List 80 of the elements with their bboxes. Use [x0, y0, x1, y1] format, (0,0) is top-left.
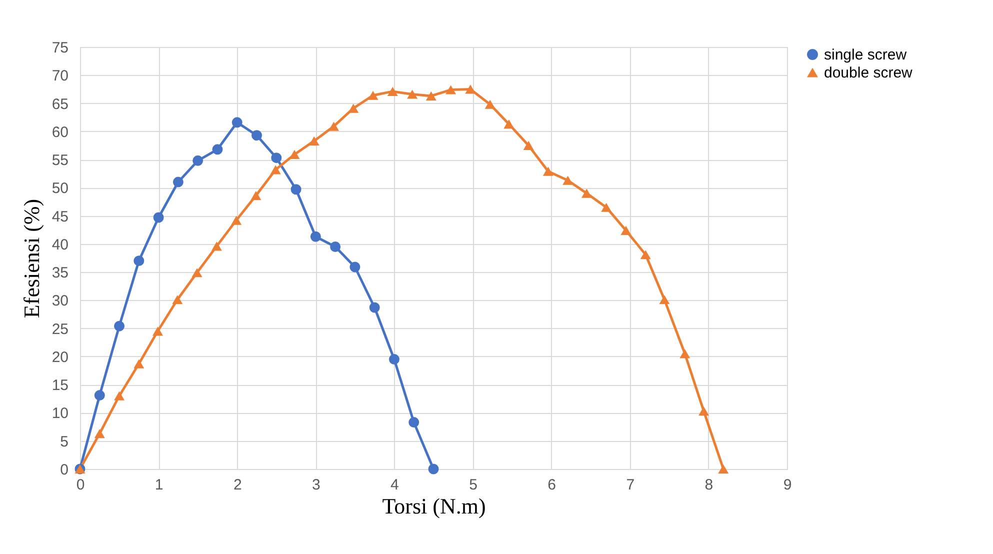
x-tick-label: 3	[312, 476, 320, 494]
y-tick-label: 15	[52, 377, 68, 394]
x-axis-title: Torsi (N.m)	[382, 494, 486, 518]
point	[252, 130, 262, 141]
x-tick-label: 6	[548, 476, 556, 494]
y-tick-label: 30	[52, 292, 68, 310]
point	[388, 354, 400, 365]
x-tick-label: 9	[783, 476, 792, 494]
y-tick-label: 35	[52, 264, 68, 282]
x-tick-label: 5	[469, 476, 478, 494]
legend-label: single screw	[824, 46, 907, 64]
point	[369, 302, 380, 313]
point	[271, 152, 282, 164]
x-tick-label: 2	[233, 476, 242, 494]
y-tick-label: 40	[52, 236, 68, 254]
point	[446, 85, 456, 94]
x-tick-label: 8	[704, 476, 714, 494]
point	[172, 176, 184, 188]
point	[680, 349, 690, 358]
y-tick-label: 70	[52, 68, 68, 85]
point	[484, 100, 496, 109]
point	[134, 359, 144, 368]
point	[407, 90, 418, 99]
point	[231, 216, 242, 225]
point	[408, 417, 420, 428]
x-tick-label: 1	[154, 476, 164, 494]
y-tick-label: 20	[52, 348, 68, 366]
point	[659, 295, 670, 304]
y-tick-label: 75	[52, 40, 68, 56]
point	[153, 212, 164, 223]
point	[698, 406, 709, 416]
point	[310, 231, 321, 242]
point	[134, 256, 144, 266]
y-tick-label: 50	[52, 180, 68, 198]
y-tick-label: 45	[52, 208, 68, 226]
x-tick-label: 4	[390, 476, 399, 494]
point	[192, 155, 204, 166]
point	[542, 166, 554, 176]
point	[114, 320, 125, 332]
point	[172, 295, 183, 304]
point	[232, 117, 242, 128]
point	[504, 120, 514, 129]
point	[212, 144, 223, 155]
point	[426, 91, 436, 100]
point	[523, 140, 534, 150]
y-tick-label: 60	[52, 124, 68, 141]
y-tick-label: 55	[52, 152, 68, 170]
point	[387, 86, 398, 96]
point	[368, 90, 378, 100]
point	[330, 242, 341, 252]
point	[562, 176, 574, 185]
point	[114, 391, 125, 400]
point	[250, 191, 262, 200]
point	[152, 326, 164, 336]
point	[718, 464, 729, 474]
point	[270, 165, 281, 174]
y-tick-label: 65	[52, 96, 68, 113]
point	[640, 250, 651, 260]
point	[348, 104, 359, 113]
point	[428, 464, 439, 474]
point	[465, 84, 476, 94]
point	[94, 429, 105, 438]
y-tick-label: 0	[60, 462, 68, 478]
point	[94, 390, 105, 401]
point	[290, 184, 302, 195]
point	[328, 122, 339, 131]
y-tick-label: 10	[52, 405, 68, 422]
point	[211, 242, 222, 251]
point	[350, 262, 360, 272]
y-axis-title: Efesiensi (%)	[18, 198, 44, 318]
point	[620, 226, 632, 235]
point	[601, 202, 612, 212]
point	[192, 268, 202, 278]
legend-label: double screw	[824, 64, 913, 82]
x-tick-label: 7	[626, 476, 635, 494]
x-tick-label: 0	[76, 476, 85, 494]
point	[581, 188, 592, 198]
point	[308, 136, 320, 146]
y-tick-label: 25	[52, 320, 68, 338]
y-tick-label: 5	[60, 433, 68, 450]
